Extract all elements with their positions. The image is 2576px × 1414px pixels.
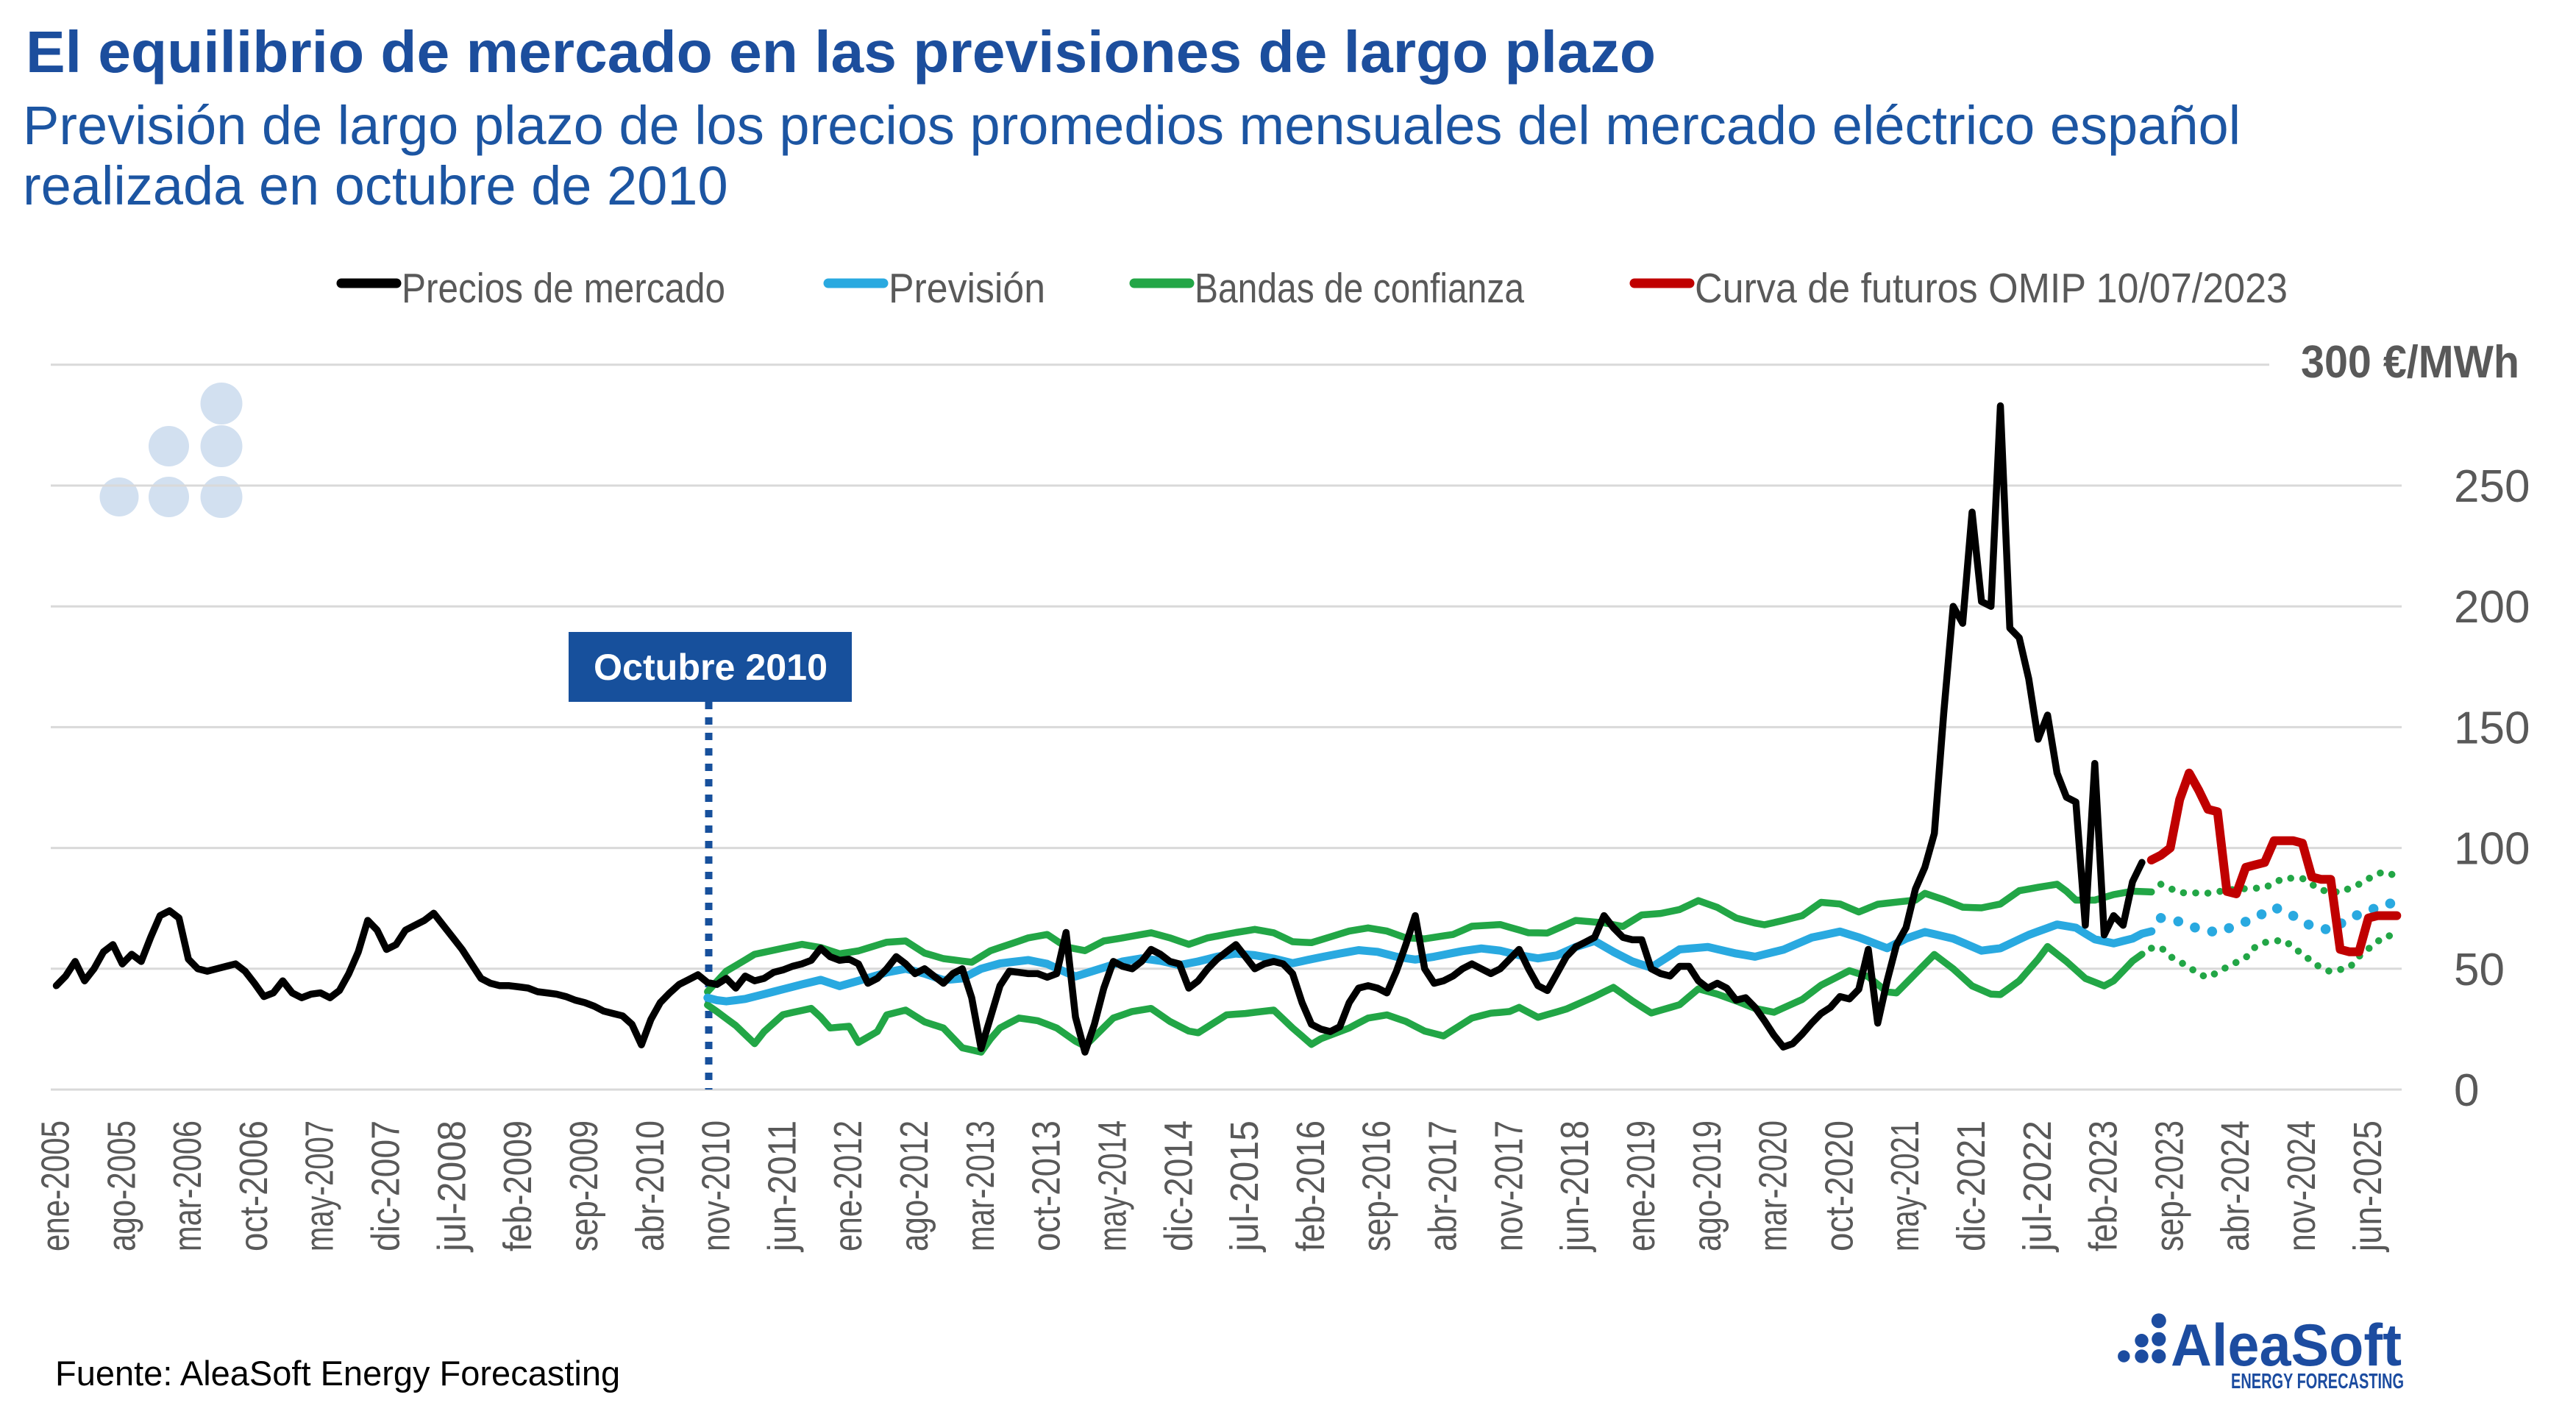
svg-text:nov-2017: nov-2017	[1487, 1120, 1531, 1251]
svg-text:ago-2012: ago-2012	[892, 1120, 936, 1251]
svg-text:oct-2013: oct-2013	[1025, 1120, 1069, 1251]
svg-text:dic-2021: dic-2021	[1949, 1120, 1993, 1251]
svg-text:feb-2023: feb-2023	[2082, 1120, 2126, 1251]
svg-text:Precios de mercado: Precios de mercado	[402, 265, 725, 312]
svg-text:mar-2006: mar-2006	[166, 1120, 210, 1251]
svg-text:250: 250	[2454, 461, 2530, 512]
svg-text:AleaSoft: AleaSoft	[2171, 1312, 2402, 1379]
svg-text:jun-2025: jun-2025	[2346, 1120, 2390, 1253]
svg-text:150: 150	[2454, 703, 2530, 753]
svg-text:sep-2023: sep-2023	[2147, 1120, 2191, 1251]
svg-text:nov-2024: nov-2024	[2280, 1120, 2324, 1251]
svg-text:feb-2009: feb-2009	[496, 1120, 540, 1251]
svg-text:100: 100	[2454, 824, 2530, 875]
svg-text:Fuente: AleaSoft Energy Foreca: Fuente: AleaSoft Energy Forecasting	[55, 1354, 620, 1393]
svg-text:mar-2013: mar-2013	[958, 1120, 1003, 1251]
svg-text:jul-2022: jul-2022	[2015, 1120, 2060, 1253]
svg-text:ENERGY FORECASTING: ENERGY FORECASTING	[2231, 1370, 2404, 1393]
svg-text:Previsión: Previsión	[889, 265, 1045, 312]
svg-text:ago-2005: ago-2005	[99, 1120, 143, 1251]
svg-text:200: 200	[2454, 582, 2530, 633]
svg-text:may-2007: may-2007	[298, 1120, 342, 1251]
svg-text:ago-2019: ago-2019	[1685, 1120, 1729, 1251]
svg-text:50: 50	[2454, 945, 2505, 995]
svg-text:dic-2014: dic-2014	[1156, 1120, 1200, 1251]
svg-text:abr-2010: abr-2010	[628, 1120, 672, 1251]
svg-text:ene-2005: ene-2005	[34, 1120, 78, 1251]
svg-text:jul-2015: jul-2015	[1223, 1120, 1267, 1253]
svg-text:ene-2019: ene-2019	[1619, 1120, 1663, 1251]
svg-text:dic-2007: dic-2007	[364, 1120, 408, 1251]
svg-text:ene-2012: ene-2012	[826, 1120, 870, 1251]
svg-text:abr-2017: abr-2017	[1421, 1120, 1465, 1251]
svg-text:sep-2016: sep-2016	[1355, 1120, 1399, 1251]
svg-text:Previsión de largo plazo de lo: Previsión de largo plazo de los precios …	[23, 95, 2241, 156]
svg-text:oct-2006: oct-2006	[232, 1120, 276, 1251]
svg-text:300 €/MWh: 300 €/MWh	[2301, 337, 2519, 388]
svg-text:Bandas de confianza: Bandas de confianza	[1195, 265, 1524, 312]
svg-text:Octubre 2010: Octubre 2010	[594, 647, 828, 688]
svg-text:Curva de futuros OMIP 10/07/20: Curva de futuros OMIP 10/07/2023	[1695, 265, 2288, 312]
svg-text:realizada en octubre de 2010: realizada en octubre de 2010	[23, 155, 728, 216]
svg-text:feb-2016: feb-2016	[1289, 1120, 1333, 1251]
svg-text:oct-2020: oct-2020	[1817, 1120, 1861, 1251]
svg-text:jun-2011: jun-2011	[760, 1120, 804, 1253]
svg-text:jun-2018: jun-2018	[1553, 1120, 1597, 1253]
svg-text:El equilibrio de mercado en la: El equilibrio de mercado en las previsio…	[26, 19, 1656, 85]
svg-text:may-2014: may-2014	[1091, 1120, 1135, 1251]
svg-text:jul-2008: jul-2008	[430, 1120, 474, 1253]
svg-text:nov-2010: nov-2010	[694, 1120, 739, 1251]
svg-text:may-2021: may-2021	[1883, 1120, 1927, 1251]
svg-text:0: 0	[2454, 1065, 2479, 1116]
svg-text:mar-2020: mar-2020	[1751, 1120, 1796, 1251]
svg-text:abr-2024: abr-2024	[2213, 1120, 2257, 1251]
svg-text:sep-2009: sep-2009	[562, 1120, 606, 1251]
